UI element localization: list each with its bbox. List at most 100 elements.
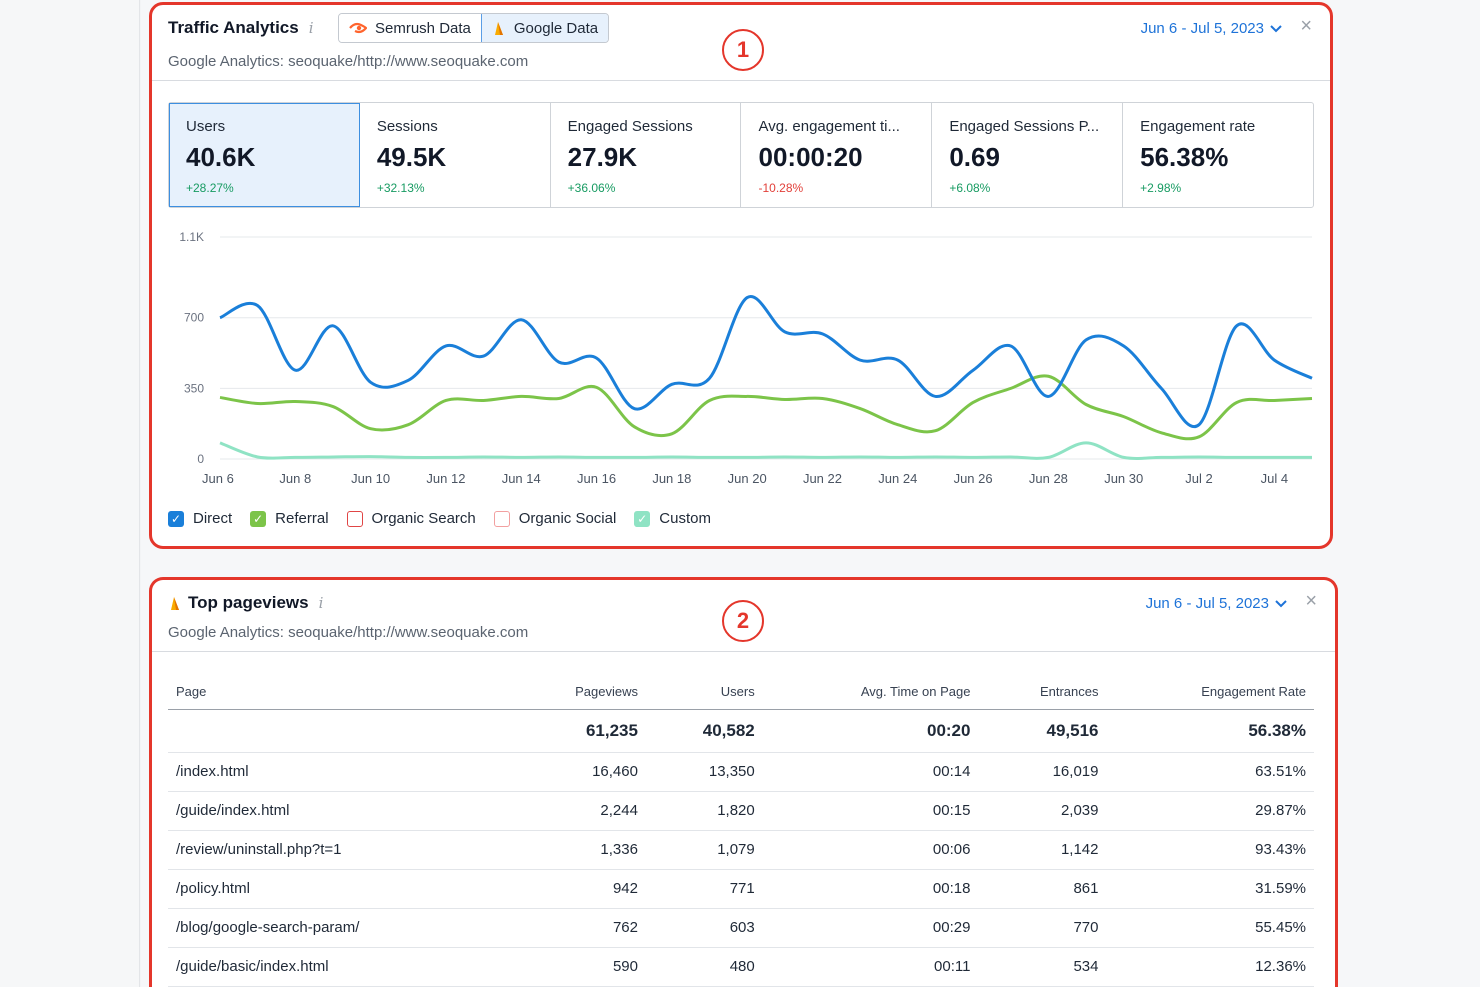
column-header[interactable]: Pageviews — [510, 675, 646, 710]
table-cell: 63.51% — [1106, 752, 1314, 792]
metric-label: Avg. engagement ti... — [758, 118, 900, 135]
metric-tab-users[interactable]: Users 40.6K +28.27% — [169, 103, 360, 207]
close-icon[interactable]: × — [1300, 15, 1312, 37]
widget-title: Top pageviews i — [168, 593, 323, 613]
info-icon[interactable]: i — [318, 594, 324, 612]
table-cell: 771 — [645, 869, 763, 909]
metric-value: 40.6K — [186, 142, 256, 172]
table-cell: 12.36% — [1106, 947, 1314, 987]
google-analytics-icon — [494, 22, 503, 35]
table-total-row: 61,235 40,582 00:20 49,516 56.38% — [168, 709, 1314, 753]
table-cell: 49,516 — [978, 709, 1107, 753]
column-header[interactable]: Avg. Time on Page — [762, 675, 979, 710]
left-rail — [0, 0, 140, 987]
x-tick-label: Jun 22 — [803, 471, 842, 486]
legend-label: Organic Search — [371, 510, 476, 527]
table-cell: 00:06 — [762, 830, 979, 870]
close-icon[interactable]: × — [1305, 590, 1317, 612]
legend-item-referral[interactable]: ✓ Referral — [250, 510, 329, 527]
table-row: /guide/basic/index.html 590 480 00:11 534 12.… — [168, 947, 1314, 987]
table-row: /index.html 16,460 13,350 00:14 16,019 63.51% — [168, 752, 1314, 792]
page-url-cell — [168, 709, 511, 753]
x-tick-label: Jun 20 — [728, 471, 767, 486]
table-row: /policy.html 942 771 00:18 861 31.59% — [168, 869, 1314, 909]
date-range-dropdown[interactable]: Jun 6 - Jul 5, 2023 — [1141, 20, 1282, 37]
table-cell: 61,235 — [510, 709, 646, 753]
table-cell: 603 — [645, 908, 763, 948]
column-header[interactable]: Page — [168, 675, 511, 710]
table-cell: 1,079 — [645, 830, 763, 870]
metric-tab-sessions[interactable]: Sessions 49.5K +32.13% — [360, 103, 551, 207]
page-url-cell[interactable]: /guide/index.html — [168, 791, 511, 831]
table-cell: 13,350 — [645, 752, 763, 792]
table-row: /review/uninstall.php?t=1 1,336 1,079 00:06… — [168, 830, 1314, 870]
top-pageviews-header: Top pageviews i Google Analytics: seoqua… — [152, 580, 1335, 652]
table-cell: 762 — [510, 908, 646, 948]
table-cell: 00:11 — [762, 947, 979, 987]
series-line-direct — [219, 295, 1313, 429]
metric-value: 00:00:20 — [758, 142, 863, 172]
annotation-badge: 2 — [722, 600, 764, 642]
metric-tab-engagement-rate[interactable]: Engagement rate 56.38% +2.98% — [1123, 103, 1313, 207]
metric-label: Sessions — [376, 118, 438, 135]
legend-item-custom[interactable]: ✓ Custom — [634, 510, 711, 527]
x-tick-label: Jun 24 — [878, 471, 917, 486]
table-cell: 00:29 — [762, 908, 979, 948]
x-tick-label: Jun 6 — [202, 471, 234, 486]
legend-item-organic-search[interactable]: Organic Search — [346, 510, 476, 527]
metric-tab-engaged-sessions[interactable]: Engaged Sessions 27.9K +36.06% — [551, 103, 742, 207]
page-url-cell[interactable]: /policy.html — [168, 869, 511, 909]
column-header[interactable]: Engagement Rate — [1106, 675, 1314, 710]
semrush-data-label: Semrush Data — [375, 19, 471, 37]
table-cell: 770 — [978, 908, 1107, 948]
column-header[interactable]: Users — [645, 675, 763, 710]
google-data-button[interactable]: Google Data — [480, 14, 609, 42]
checkbox-unchecked-icon[interactable] — [346, 510, 363, 527]
semrush-data-button[interactable]: Semrush Data — [339, 14, 481, 42]
page-url-cell[interactable]: /index.html — [168, 752, 511, 792]
table-cell: 00:14 — [762, 752, 979, 792]
metric-delta: -10.28% — [758, 181, 804, 195]
metric-tab-avg-engagement-ti[interactable]: Avg. engagement ti... 00:00:20 -10.28% — [741, 103, 933, 207]
checkbox-checked-icon[interactable]: ✓ — [168, 510, 184, 527]
series-line-custom — [219, 441, 1312, 460]
metric-label: Users — [186, 118, 226, 135]
page-url-cell[interactable]: /review/uninstall.php?t=1 — [168, 830, 511, 870]
table-cell: 00:20 — [762, 709, 979, 753]
table-cell: 00:18 — [762, 869, 979, 909]
pageviews-table: Page Pageviews Users Avg. Time on Page Entra… — [168, 675, 1314, 987]
traffic-analytics-header: Traffic Analytics i Semrush Data Google … — [152, 5, 1330, 81]
table-header-row: Page Pageviews Users Avg. Time on Page Entra… — [168, 675, 1314, 710]
metric-tabs: Users 40.6K +28.27% Sessions 49.5K +32.13% Eng… — [168, 102, 1314, 208]
column-header[interactable]: Entrances — [978, 675, 1107, 710]
y-tick-label: 700 — [184, 311, 204, 325]
info-icon[interactable]: i — [308, 19, 314, 37]
legend-item-organic-social[interactable]: Organic Social — [493, 510, 616, 527]
table-cell: 534 — [978, 947, 1107, 987]
x-tick-label: Jun 10 — [351, 471, 390, 486]
table-cell: 1,820 — [645, 791, 763, 831]
metric-label: Engaged Sessions — [567, 118, 693, 135]
chevron-down-icon — [1270, 24, 1282, 32]
x-tick-label: Jun 28 — [1029, 471, 1068, 486]
page-url-cell[interactable]: /guide/basic/index.html — [168, 947, 511, 987]
metric-tab-engaged-sessions-p[interactable]: Engaged Sessions P... 0.69 +6.08% — [932, 103, 1124, 207]
table-row: /blog/google-search-param/762 603 00:29 770… — [168, 908, 1314, 948]
table-cell: 93.43% — [1106, 830, 1314, 870]
table-cell: 29.87% — [1106, 791, 1314, 831]
checkbox-unchecked-icon[interactable] — [493, 510, 510, 527]
top-pageviews-subtitle: Google Analytics: seoquake/http://www.se… — [168, 624, 529, 641]
page-url-cell[interactable]: /blog/google-search-param/ — [168, 908, 511, 948]
legend-item-direct[interactable]: ✓ Direct — [168, 510, 232, 527]
traffic-analytics-title: Traffic Analytics — [168, 18, 299, 37]
x-tick-label: Jun 16 — [577, 471, 616, 486]
metric-value: 0.69 — [949, 142, 1000, 172]
metric-label: Engagement rate — [1140, 118, 1256, 135]
date-range-label: Jun 6 - Jul 5, 2023 — [1140, 20, 1264, 37]
top-pageviews-title: Top pageviews — [188, 593, 309, 612]
checkbox-checked-icon[interactable]: ✓ — [250, 510, 267, 527]
date-range-dropdown[interactable]: Jun 6 - Jul 5, 2023 — [1146, 595, 1287, 612]
x-tick-label: Jul 2 — [1185, 471, 1212, 486]
data-source-toggle: Semrush Data Google Data — [338, 13, 610, 43]
checkbox-checked-icon[interactable]: ✓ — [634, 510, 651, 527]
